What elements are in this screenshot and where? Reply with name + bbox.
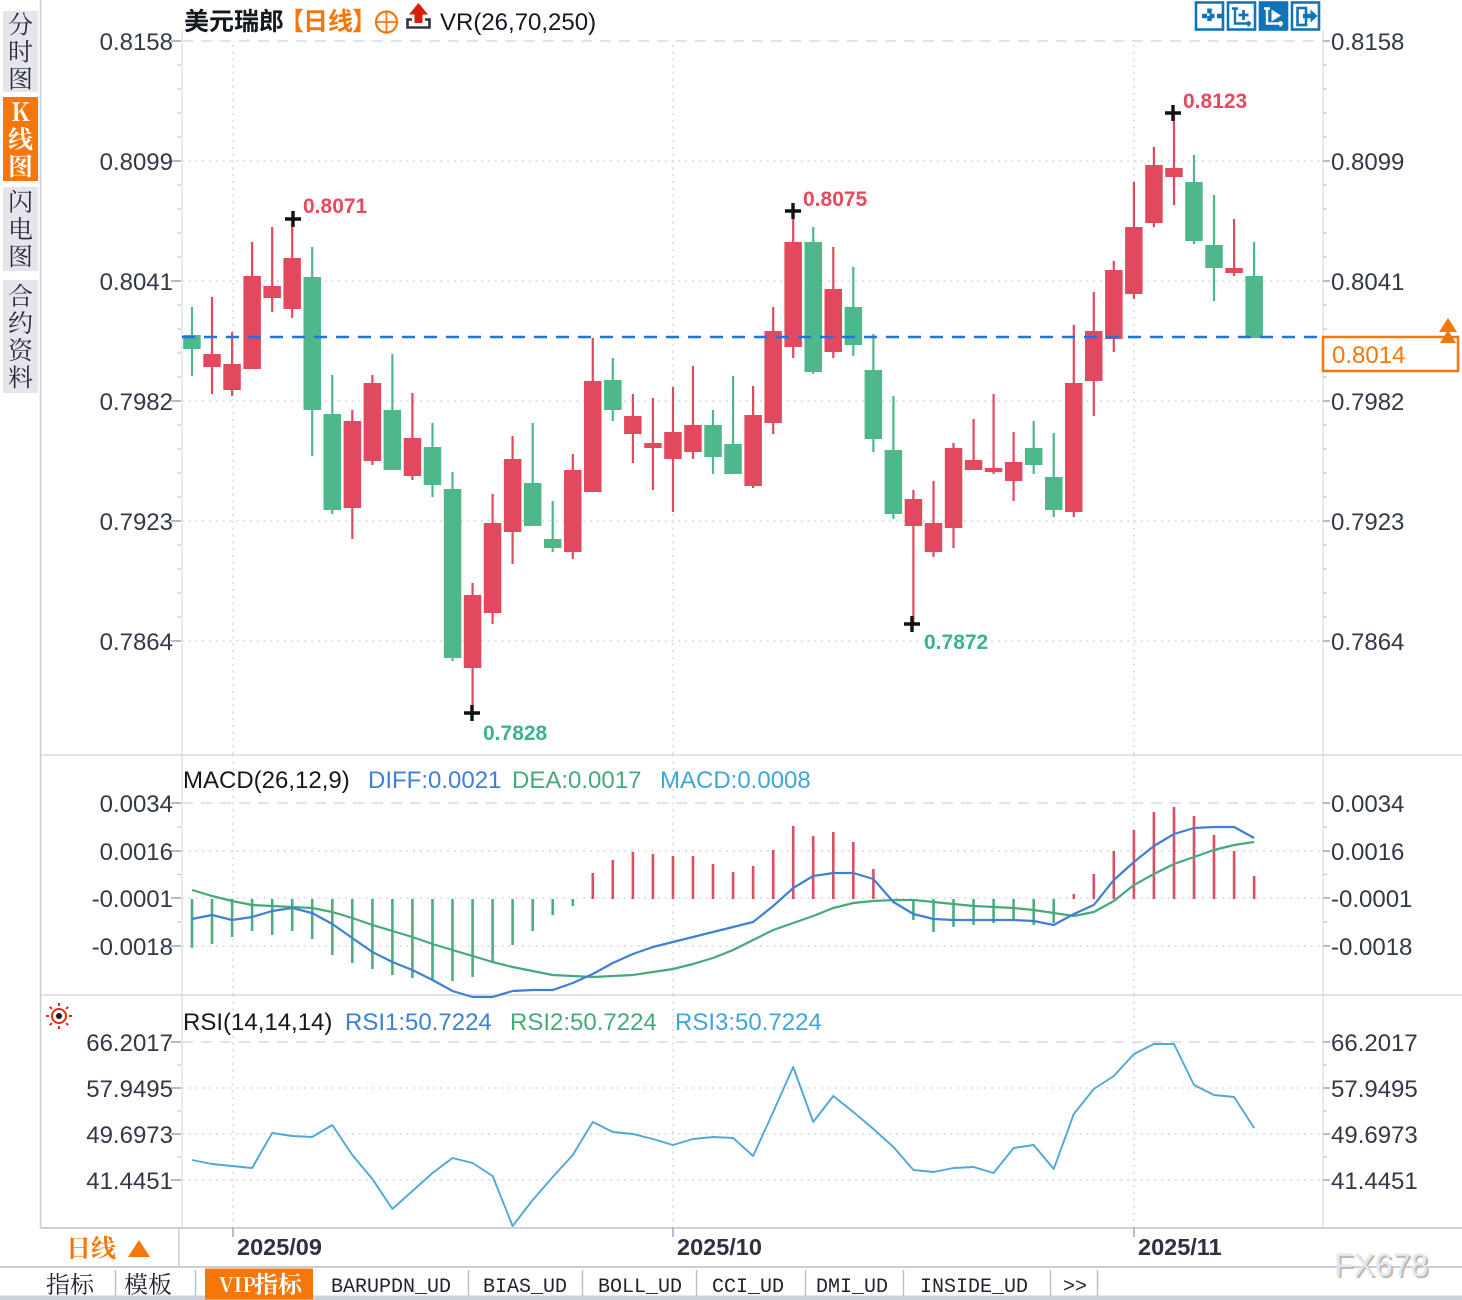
svg-text:FX678: FX678 xyxy=(1334,1247,1428,1283)
svg-text:0.7828: 0.7828 xyxy=(483,722,548,745)
svg-text:RSI3:50.7224: RSI3:50.7224 xyxy=(675,1009,822,1036)
svg-text:0.8041: 0.8041 xyxy=(100,269,173,296)
svg-text:0.8099: 0.8099 xyxy=(100,149,173,176)
svg-text:RSI1:50.7224: RSI1:50.7224 xyxy=(345,1009,492,1036)
svg-text:0.7864: 0.7864 xyxy=(1331,629,1404,656)
svg-text:DEA:0.0017: DEA:0.0017 xyxy=(512,767,641,794)
svg-text:BIAS_UD: BIAS_UD xyxy=(483,1276,567,1299)
svg-text:49.6973: 49.6973 xyxy=(86,1122,173,1149)
svg-text:0.0034: 0.0034 xyxy=(1331,791,1404,818)
svg-text:57.9495: 57.9495 xyxy=(1331,1076,1418,1103)
svg-text:DIFF:0.0021: DIFF:0.0021 xyxy=(368,767,501,794)
svg-text:57.9495: 57.9495 xyxy=(86,1076,173,1103)
svg-text:0.8075: 0.8075 xyxy=(803,188,868,211)
svg-text:0.0034: 0.0034 xyxy=(100,791,173,818)
svg-text:0.8158: 0.8158 xyxy=(1331,29,1404,56)
svg-text:0.8041: 0.8041 xyxy=(1331,269,1404,296)
svg-text:CCI_UD: CCI_UD xyxy=(712,1276,784,1299)
svg-text:0.8158: 0.8158 xyxy=(100,29,173,56)
svg-text:0.0016: 0.0016 xyxy=(100,839,173,866)
svg-text:41.4451: 41.4451 xyxy=(1331,1168,1418,1195)
svg-text:2025/11: 2025/11 xyxy=(1138,1234,1222,1260)
svg-text:INSIDE_UD: INSIDE_UD xyxy=(920,1276,1028,1299)
svg-text:-0.0001: -0.0001 xyxy=(1331,886,1412,913)
svg-text:MACD:0.0008: MACD:0.0008 xyxy=(660,767,811,794)
svg-text:0.8071: 0.8071 xyxy=(303,195,368,218)
svg-text:VR(26,70,250): VR(26,70,250) xyxy=(440,9,596,36)
svg-text:0.7923: 0.7923 xyxy=(1331,509,1404,536)
svg-text:0.7864: 0.7864 xyxy=(100,629,173,656)
svg-text:-0.0018: -0.0018 xyxy=(1331,934,1412,961)
svg-text:0.7923: 0.7923 xyxy=(100,509,173,536)
svg-text:2025/10: 2025/10 xyxy=(677,1234,762,1260)
svg-text:BOLL_UD: BOLL_UD xyxy=(598,1276,682,1299)
svg-text:0.8014: 0.8014 xyxy=(1332,342,1405,369)
svg-text:2025/09: 2025/09 xyxy=(237,1234,322,1260)
svg-text:0.0016: 0.0016 xyxy=(1331,839,1404,866)
svg-text:BARUPDN_UD: BARUPDN_UD xyxy=(331,1276,451,1299)
svg-text:0.8099: 0.8099 xyxy=(1331,149,1404,176)
svg-text:0.7982: 0.7982 xyxy=(100,389,173,416)
svg-text:0.7872: 0.7872 xyxy=(924,631,988,654)
svg-text:0.7982: 0.7982 xyxy=(1331,389,1404,416)
svg-text:66.2017: 66.2017 xyxy=(86,1030,173,1057)
svg-text:41.4451: 41.4451 xyxy=(86,1168,173,1195)
svg-text:-0.0018: -0.0018 xyxy=(92,934,173,961)
svg-text:DMI_UD: DMI_UD xyxy=(816,1276,888,1299)
svg-text:RSI2:50.7224: RSI2:50.7224 xyxy=(510,1009,657,1036)
svg-text:0.8123: 0.8123 xyxy=(1183,90,1247,113)
svg-text:49.6973: 49.6973 xyxy=(1331,1122,1418,1149)
svg-text:MACD(26,12,9): MACD(26,12,9) xyxy=(183,767,350,794)
svg-text:-0.0001: -0.0001 xyxy=(92,886,173,913)
svg-text:FX678: FX678 xyxy=(1336,1249,1430,1285)
svg-text:RSI(14,14,14): RSI(14,14,14) xyxy=(183,1009,332,1036)
svg-text:66.2017: 66.2017 xyxy=(1331,1030,1418,1057)
svg-text:>>: >> xyxy=(1063,1276,1087,1299)
